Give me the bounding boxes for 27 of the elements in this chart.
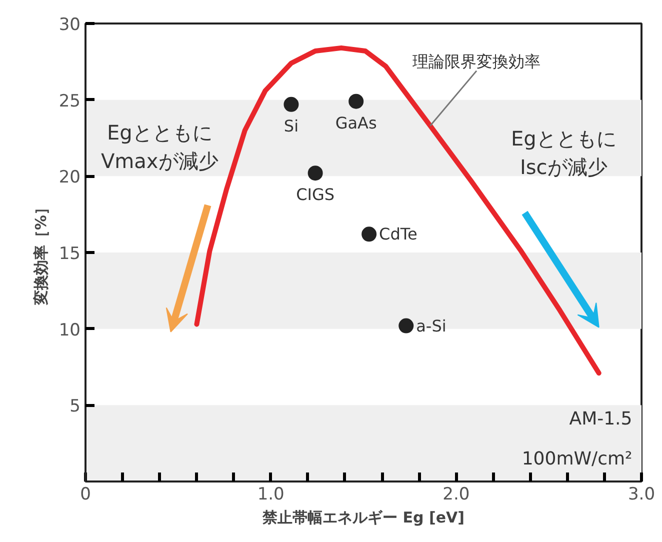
- x-tick-label: 1.0: [257, 484, 284, 504]
- y-tick-label: 30: [58, 15, 81, 35]
- annotation: AM-1.5: [569, 408, 632, 430]
- annotation: 理論限界変換効率: [412, 52, 541, 71]
- series-label: Si: [284, 116, 299, 136]
- y-axis-title: 変換効率［%］: [32, 200, 50, 306]
- point: [362, 226, 377, 242]
- x-tick-label: 0: [80, 484, 91, 504]
- point: [398, 318, 414, 334]
- x-axis-title: 禁止帯幅エネルギー Eg [eV]: [262, 508, 464, 526]
- series-label: CIGS: [296, 185, 335, 204]
- series-label: GaAs: [335, 113, 377, 132]
- point: [348, 94, 364, 109]
- point: [284, 96, 299, 112]
- series-label: a-Si: [416, 316, 446, 336]
- x-tick-label: 2.0: [442, 484, 470, 504]
- point: [308, 166, 323, 181]
- series-label: CdTe: [379, 224, 418, 244]
- annotation: 100mW/cm²: [522, 448, 632, 470]
- y-tick-label: 25: [58, 91, 81, 112]
- annotation: Egとともに Vmaxが減少: [101, 120, 218, 174]
- y-tick-label: 20: [58, 168, 81, 188]
- y-tick-label: 5: [70, 396, 81, 417]
- y-tick-label: 10: [58, 320, 81, 340]
- annotation: Egとともに Iscが減少: [510, 126, 616, 180]
- y-tick-label: 15: [58, 244, 81, 264]
- x-tick-label: 3.0: [628, 484, 656, 504]
